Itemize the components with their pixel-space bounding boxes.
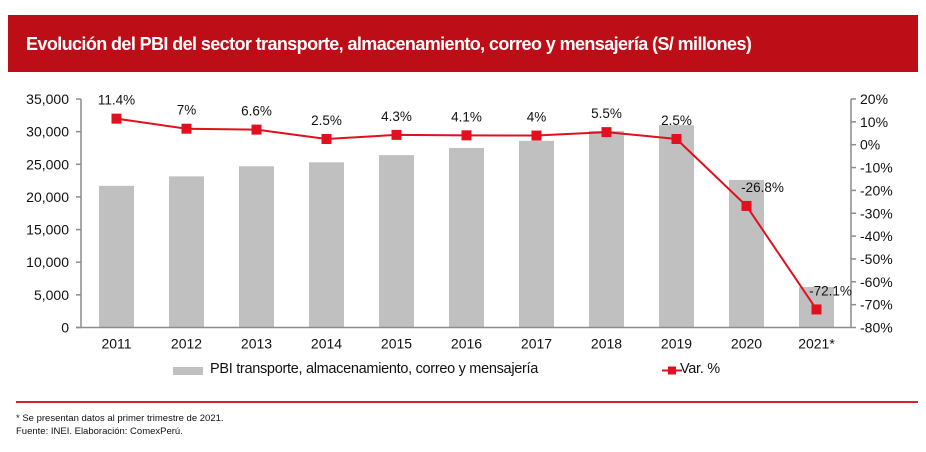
var-data-label: 7% <box>177 103 197 118</box>
x-axis-tick-label: 2020 <box>731 336 762 352</box>
bar-2012 <box>169 176 204 328</box>
left-axis-tick-label: 25,000 <box>26 156 69 172</box>
left-axis-tick-label: 10,000 <box>26 254 69 270</box>
var-marker-2012 <box>181 123 192 134</box>
var-data-label: 6.6% <box>241 104 272 119</box>
var-marker-2013 <box>251 124 262 135</box>
combo-chart: 0 5,000 10,000 15,000 20,000 25,000 30,000 35,0… <box>26 91 893 352</box>
legend-line-swatch <box>662 366 682 375</box>
var-data-label: 4% <box>527 110 547 125</box>
left-axis-tick-label: 15,000 <box>26 222 69 238</box>
x-axis-tick-label: 2012 <box>171 336 202 352</box>
right-axis-tick-label: -50% <box>860 251 893 267</box>
right-axis-tick-label: -20% <box>860 182 893 198</box>
bar-2014 <box>309 162 344 328</box>
right-axis-tick-label: 20% <box>860 91 888 107</box>
var-data-label: -72.1% <box>809 283 852 298</box>
bar-2017 <box>519 140 554 328</box>
var-data-label: 4.3% <box>381 109 412 124</box>
var-marker-2014 <box>321 133 332 144</box>
x-axis-tick-label: 2019 <box>661 336 692 352</box>
var-marker-2020 <box>741 200 752 211</box>
x-axis-tick-label: 2016 <box>451 336 482 352</box>
left-axis-tick-label: 35,000 <box>26 91 69 107</box>
legend-line-label: Var. % <box>680 361 720 377</box>
var-data-label: 5.5% <box>591 106 622 121</box>
left-axis-tick-label: 0 <box>61 320 69 336</box>
footnote-note: * Se presentan datos al primer trimestre… <box>16 413 224 424</box>
legend-bar-swatch <box>173 367 203 375</box>
chart-title: Evolución del PBI del sector transporte,… <box>26 34 752 54</box>
right-axis-tick-label: 0% <box>860 137 880 153</box>
bar-2018 <box>589 130 624 328</box>
x-axis-tick-label: 2014 <box>311 336 342 352</box>
bar-2019 <box>659 125 694 328</box>
footnote-source: Fuente: INEI. Elaboración: ComexPerú. <box>16 426 183 437</box>
right-axis-tick-label: 10% <box>860 114 888 130</box>
var-data-label: 2.5% <box>661 113 692 128</box>
x-axis-tick-label: 2021* <box>798 336 835 352</box>
var-marker-2017 <box>531 130 542 141</box>
var-marker-2021 <box>811 304 822 315</box>
x-axis-tick-label: 2015 <box>381 336 412 352</box>
var-marker-2016 <box>461 130 472 141</box>
bar-2011 <box>99 185 134 328</box>
x-axis-tick-label: 2011 <box>101 336 131 352</box>
right-axis-tick-label: -10% <box>860 160 893 176</box>
footer-divider <box>16 401 918 403</box>
right-axis-tick-label: -40% <box>860 228 893 244</box>
x-axis-tick-label: 2018 <box>591 336 622 352</box>
right-axis-tick-label: -60% <box>860 274 893 290</box>
var-data-label: 11.4% <box>98 93 135 108</box>
chart-title-banner: Evolución del PBI del sector transporte,… <box>8 15 918 72</box>
legend-bar-label: PBI transporte, almacenamiento, correo y… <box>210 361 539 377</box>
left-axis-tick-label: 5,000 <box>34 287 69 303</box>
right-axis-tick-label: -70% <box>860 297 893 313</box>
var-data-label: -26.8% <box>741 180 784 195</box>
right-axis-tick-label: -30% <box>860 205 893 221</box>
var-data-label: 4.1% <box>451 109 482 124</box>
bar-2016 <box>449 147 484 328</box>
left-axis-tick-label: 20,000 <box>26 189 69 205</box>
x-axis-tick-label: 2017 <box>521 336 552 352</box>
bar-2015 <box>379 155 414 328</box>
bar-2013 <box>239 166 274 328</box>
var-marker-2011 <box>111 113 122 124</box>
var-marker-2018 <box>601 127 612 138</box>
x-axis-tick-label: 2013 <box>241 336 272 352</box>
var-data-label: 2.5% <box>311 113 342 128</box>
left-axis-tick-label: 30,000 <box>26 124 69 140</box>
var-marker-2019 <box>671 133 682 144</box>
var-marker-2015 <box>391 129 402 140</box>
right-axis-tick-label: -80% <box>860 320 893 336</box>
